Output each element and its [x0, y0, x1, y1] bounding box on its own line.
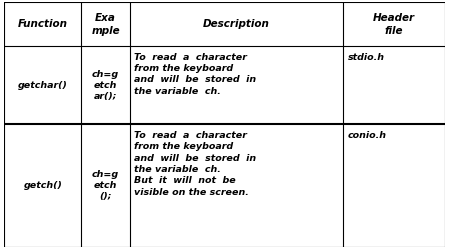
Text: To  read  a  character
from the keyboard
and  will  be  stored  in
the variable : To read a character from the keyboard an… [134, 131, 256, 197]
Text: Exa
mple: Exa mple [92, 13, 120, 36]
Text: getchar(): getchar() [18, 81, 68, 90]
Text: stdio.h: stdio.h [348, 53, 385, 62]
Text: getch(): getch() [23, 181, 62, 190]
Text: Function: Function [18, 19, 68, 29]
Text: Description: Description [203, 19, 270, 29]
Text: ch=g
etch
();: ch=g etch (); [92, 170, 119, 201]
Text: conio.h: conio.h [348, 131, 387, 140]
Text: To  read  a  character
from the keyboard
and  will  be  stored  in
the variable : To read a character from the keyboard an… [134, 53, 256, 96]
Text: ch=g
etch
ar();: ch=g etch ar(); [92, 70, 119, 101]
Text: Header
file: Header file [373, 13, 415, 36]
